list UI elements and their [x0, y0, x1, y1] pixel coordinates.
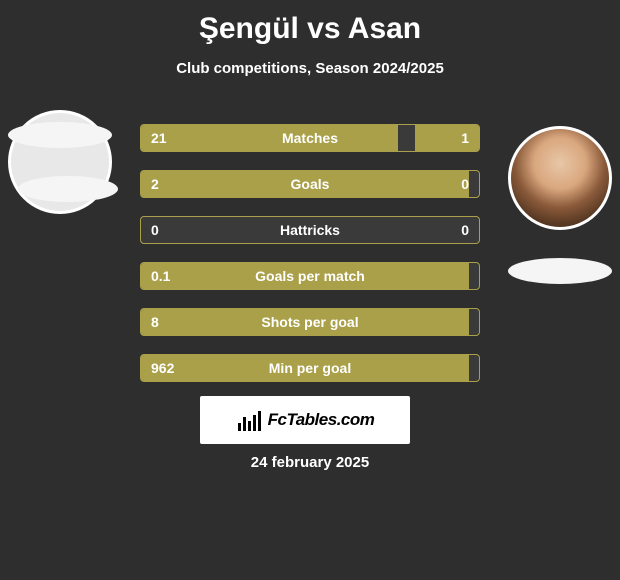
stat-value-left: 21 [141, 130, 211, 146]
stats-container: 21Matches12Goals00Hattricks00.1Goals per… [140, 124, 480, 400]
stat-row: 8Shots per goal [140, 308, 480, 336]
stat-label: Goals per match [211, 268, 409, 284]
stat-row: 21Matches1 [140, 124, 480, 152]
stat-label: Hattricks [211, 222, 409, 238]
stat-value-left: 2 [141, 176, 211, 192]
stat-value-left: 0.1 [141, 268, 211, 284]
player-left-placeholder-2 [18, 176, 118, 202]
bar-chart-icon [236, 409, 262, 431]
player-right-placeholder [508, 258, 612, 284]
brand-badge[interactable]: FcTables.com [200, 396, 410, 444]
stat-label: Goals [211, 176, 409, 192]
stat-row: 0Hattricks0 [140, 216, 480, 244]
stat-value-left: 0 [141, 222, 211, 238]
stat-label: Shots per goal [211, 314, 409, 330]
stat-value-right: 0 [409, 176, 479, 192]
stat-label: Matches [211, 130, 409, 146]
page-title: Şengül vs Asan [0, 0, 620, 46]
stat-value-right: 0 [409, 222, 479, 238]
player-left-placeholder-1 [8, 122, 112, 148]
stat-value-left: 8 [141, 314, 211, 330]
stat-value-left: 962 [141, 360, 211, 376]
snapshot-date: 24 february 2025 [0, 454, 620, 471]
stat-row: 0.1Goals per match [140, 262, 480, 290]
stat-value-right: 1 [409, 130, 479, 146]
brand-text: FcTables.com [268, 410, 375, 430]
page-subtitle: Club competitions, Season 2024/2025 [0, 60, 620, 77]
stat-row: 962Min per goal [140, 354, 480, 382]
stat-label: Min per goal [211, 360, 409, 376]
player-right-avatar [508, 126, 612, 230]
stat-row: 2Goals0 [140, 170, 480, 198]
